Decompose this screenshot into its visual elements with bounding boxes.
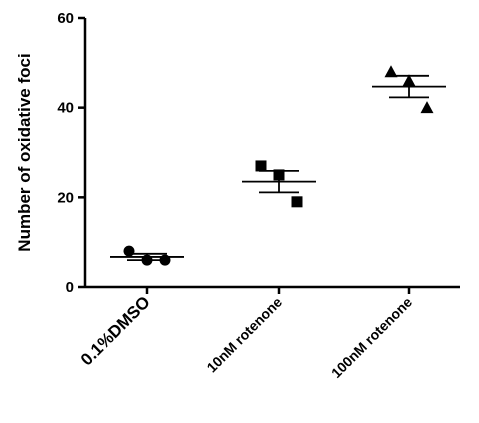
data-point-triangle xyxy=(384,65,398,78)
y-tick-label: 40 xyxy=(57,100,74,117)
axes xyxy=(78,16,460,294)
data-point-square xyxy=(255,160,267,172)
data-point-circle xyxy=(123,245,135,257)
y-axis-title: Number of oxidative foci xyxy=(15,53,34,251)
y-tick-label: 20 xyxy=(57,189,74,206)
x-tick-label: 0.1%DMSO xyxy=(77,292,154,369)
data-point-triangle xyxy=(420,101,434,114)
y-tick-label: 0 xyxy=(66,279,74,296)
y-tick-label: 60 xyxy=(57,10,74,27)
labels: 0 20 40 60 Number of oxidative foci 0.1%DMSO 1… xyxy=(15,10,415,381)
x-tick-label: 100nM rotenone xyxy=(328,294,415,381)
marks xyxy=(110,65,446,266)
data-point-square xyxy=(291,196,303,208)
x-tick-label: 10nM rotenone xyxy=(203,294,285,376)
